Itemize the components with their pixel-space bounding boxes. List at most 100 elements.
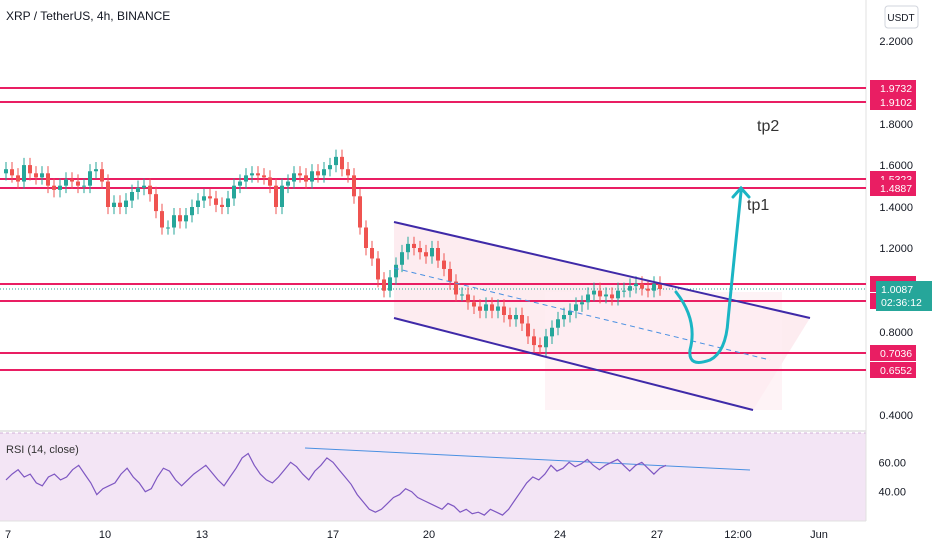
candle-body: [484, 304, 488, 311]
rsi-line: [5, 452, 667, 516]
bar-countdown: 02:36:12: [881, 297, 922, 309]
current-price-value: 1.0087: [881, 284, 913, 296]
tp2-label: tp2: [757, 118, 779, 135]
candle-body: [616, 290, 620, 299]
candle-body: [460, 294, 464, 296]
time-tick-label: Jun: [810, 529, 828, 541]
candle-body: [100, 169, 104, 182]
candle-body: [652, 283, 656, 291]
candle-body: [430, 248, 434, 257]
candle-body: [400, 252, 404, 265]
time-tick-label: 10: [99, 529, 111, 541]
rsi-panel: [0, 433, 866, 521]
level-tag: [870, 362, 916, 378]
projection-zone: [545, 292, 782, 410]
candle-body: [418, 248, 422, 253]
time-tick-label: 17: [327, 529, 339, 541]
candle-body: [202, 196, 206, 201]
rsi-trendline[interactable]: [304, 447, 751, 471]
currency-label: USDT: [887, 13, 914, 24]
candle-body: [556, 319, 560, 328]
candle-body: [352, 175, 356, 197]
price-tick-label: 2.2000: [879, 36, 913, 48]
candle-body: [334, 156, 338, 166]
candle-body: [256, 173, 260, 176]
candle-body: [238, 181, 242, 186]
candle-body: [184, 215, 188, 222]
candle-body: [280, 185, 284, 207]
candle-body: [388, 277, 392, 291]
candle-body: [190, 207, 194, 216]
candle-body: [88, 171, 92, 186]
candle-body: [544, 336, 548, 348]
candle-body: [130, 192, 134, 201]
rsi-legend: RSI (14, close): [6, 444, 79, 456]
channel-upper-line[interactable]: [393, 221, 811, 319]
candle-body: [172, 215, 176, 228]
candle-body: [586, 294, 590, 303]
candle-body: [298, 173, 302, 176]
currency-button[interactable]: [884, 5, 919, 29]
candle-body: [436, 248, 440, 261]
candle-body: [232, 185, 236, 199]
candle-body: [250, 173, 254, 176]
candle-body: [124, 200, 128, 207]
candle-body: [580, 302, 584, 305]
candle-body: [10, 169, 14, 176]
candle-body: [76, 181, 80, 186]
candle-body: [244, 175, 248, 182]
projection-arrow[interactable]: [674, 190, 743, 364]
candle-body: [310, 171, 314, 182]
candle-body: [226, 198, 230, 207]
level-tag-text: 1.9102: [880, 97, 912, 109]
candle-body: [526, 323, 530, 337]
candle-body: [34, 173, 38, 178]
candle-body: [58, 185, 62, 190]
candle-body: [40, 173, 44, 178]
rsi-tick-label: 60.00: [878, 457, 906, 469]
candle-body: [394, 264, 398, 278]
time-tick-label: 7: [5, 529, 11, 541]
candle-body: [70, 179, 74, 182]
time-tick-label: 12:00: [724, 529, 752, 541]
channel-midline: [393, 267, 771, 361]
channel-lower-line[interactable]: [393, 317, 754, 411]
candle-body: [514, 315, 518, 320]
candle-body: [340, 156, 344, 170]
candle-body: [196, 200, 200, 207]
candle-body: [538, 345, 542, 348]
current-price-tag: [876, 281, 932, 311]
candle-body: [4, 169, 8, 174]
candle-body: [64, 179, 68, 186]
price-axis-ticks: 2.2000 1.8000 1.6000 1.4000 1.2000 0.8000 0.40…: [879, 36, 913, 422]
rsi-path: [5, 452, 667, 516]
level-tag: [870, 94, 916, 110]
candle-body: [148, 185, 152, 195]
candle-body: [412, 243, 416, 248]
candle-body: [16, 175, 20, 182]
arrow-head-icon: [731, 185, 751, 199]
candle-body: [490, 304, 494, 311]
candle-body: [442, 260, 446, 269]
candle-body: [268, 177, 272, 186]
candle-body: [592, 290, 596, 295]
candle-body: [502, 306, 506, 316]
candle-body: [574, 304, 578, 311]
candle-body: [598, 290, 602, 297]
rsi-tick-label: 40.00: [878, 487, 906, 499]
level-tag-text: 1.4887: [880, 183, 912, 195]
candle-body: [358, 196, 362, 228]
candle-body: [454, 281, 458, 295]
candle-body: [622, 290, 626, 292]
level-tag: [870, 180, 916, 196]
time-tick-label: 24: [554, 529, 566, 541]
candle-body: [82, 185, 86, 187]
price-tick-label: 1.8000: [879, 119, 913, 131]
candle-body: [472, 302, 476, 307]
candle-body: [208, 196, 212, 199]
candle-body: [52, 185, 56, 190]
level-tag: [870, 80, 916, 96]
candle-body: [94, 169, 98, 172]
candle-body: [160, 211, 164, 228]
